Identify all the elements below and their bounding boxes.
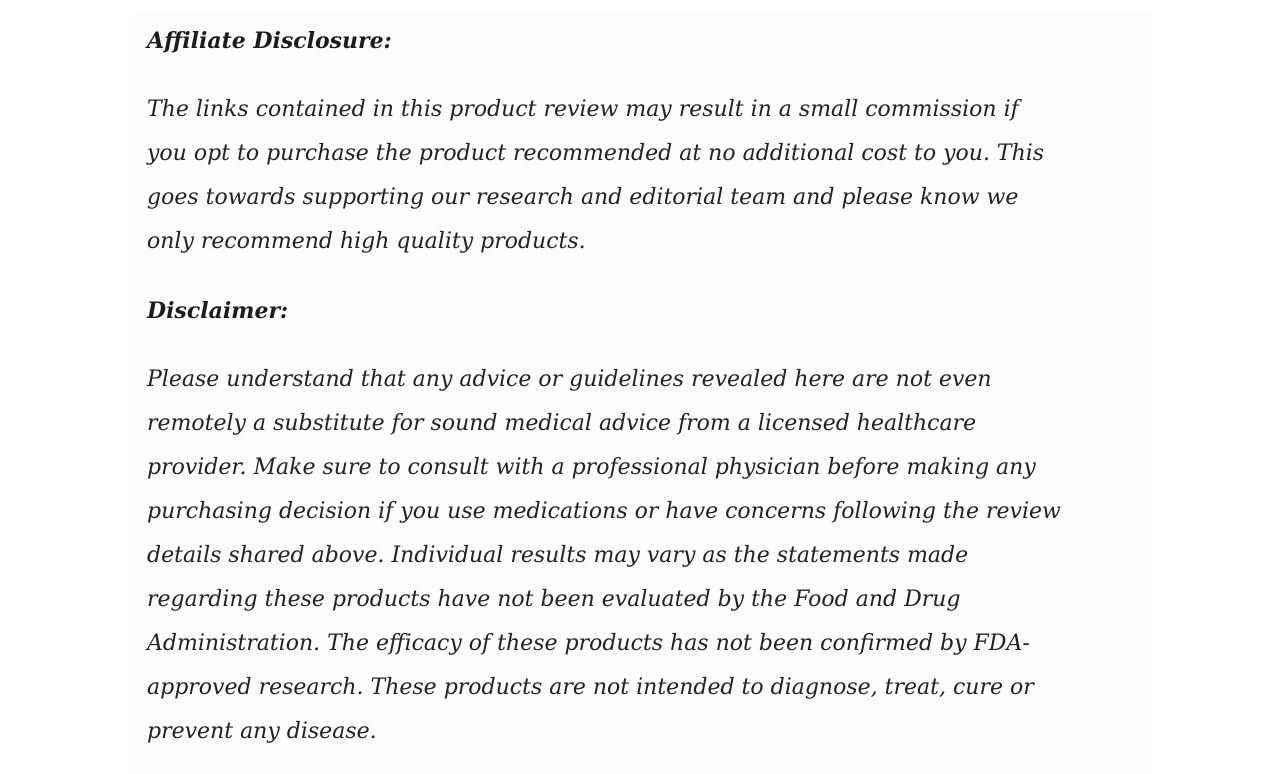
affiliate-heading: Affiliate Disclosure: [147,28,392,54]
disclaimer-text-line: regarding these products have not been e… [147,587,961,612]
disclaimer-text-line: purchasing decision if you use medicatio… [147,499,1061,524]
content-panel [135,14,1152,774]
affiliate-text-line: The links contained in this product revi… [147,97,1019,122]
affiliate-text-line: you opt to purchase the product recommen… [147,141,1045,166]
disclaimer-text-line: prevent any disease. [147,719,377,744]
disclaimer-text-line: Administration. The efficacy of these pr… [147,631,1030,656]
disclaimer-text-line: remotely a substitute for sound medical … [147,411,977,436]
disclaimer-text-line: Please understand that any advice or gui… [147,367,992,392]
disclaimer-text-line: approved research. These products are no… [147,675,1034,700]
disclaimer-text-line: provider. Make sure to consult with a pr… [147,455,1036,480]
disclaimer-text-line: details shared above. Individual results… [147,543,969,568]
disclaimer-heading: Disclaimer: [147,298,289,324]
affiliate-text-line: only recommend high quality products. [147,229,586,254]
affiliate-text-line: goes towards supporting our research and… [147,185,1019,210]
